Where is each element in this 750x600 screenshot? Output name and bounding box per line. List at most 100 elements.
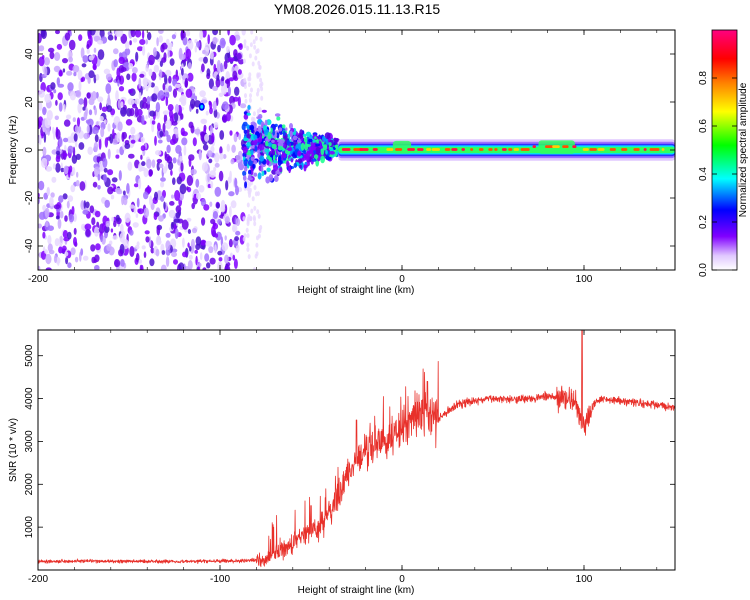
spectrogram-fringe-mark xyxy=(251,61,255,67)
spectrogram-noise-mark xyxy=(160,44,165,53)
spectrogram-noise-mark xyxy=(105,73,112,81)
spectrogram-carrier-mark xyxy=(513,148,519,151)
spectrogram-noise-mark xyxy=(200,99,208,104)
spectrogram-noise-mark xyxy=(83,111,88,120)
spectrogram-fringe-mark xyxy=(248,53,252,59)
spectrogram-noise-mark xyxy=(169,201,175,206)
snr-y-tick-label: 4000 xyxy=(24,387,35,410)
spectrogram-x-tick-label: -100 xyxy=(210,274,230,285)
spectrogram-noise-mark xyxy=(217,44,221,53)
colorbar-label: Normalized spectral amplitude xyxy=(738,82,749,217)
spectrogram-fringe-mark xyxy=(254,253,258,259)
spectrogram-noise-mark xyxy=(150,247,155,254)
spectrogram-noise-mark xyxy=(216,202,220,209)
spectrogram-noise-mark xyxy=(212,36,218,45)
spectrogram-fringe-mark xyxy=(260,95,264,101)
spectrogram-noise-mark xyxy=(93,64,97,70)
spectrogram-noise-mark xyxy=(80,47,85,59)
snr-x-tick-label: 100 xyxy=(576,574,593,585)
spectrogram-noise-mark xyxy=(234,177,238,188)
spectrogram-noise-mark xyxy=(114,259,121,268)
spectrogram-noise-mark xyxy=(54,115,59,121)
spectrogram-noise-mark xyxy=(57,218,62,229)
spectrogram-noise-mark xyxy=(185,88,193,99)
spectrogram-noise-mark xyxy=(67,195,74,202)
spectrogram-noise-mark xyxy=(83,97,88,108)
spectrogram-noise-mark xyxy=(45,253,52,265)
spectrogram-noise-mark xyxy=(96,156,100,163)
spectrogram-noise-mark xyxy=(213,108,218,118)
spectrogram-noise-mark xyxy=(206,68,211,77)
spectrogram-onset-mark xyxy=(312,138,316,143)
spectrogram-onset-mark xyxy=(271,139,275,143)
spectrogram-noise-mark xyxy=(94,210,101,218)
spectrogram-onset-mark xyxy=(254,145,258,152)
spectrogram-noise-mark xyxy=(38,265,41,270)
spectrogram-noise-mark xyxy=(107,34,114,41)
spectrogram-noise-mark xyxy=(145,64,149,72)
spectrogram-noise-mark xyxy=(172,88,178,98)
snr-plot-area xyxy=(38,330,675,570)
spectrogram-fringe-mark xyxy=(256,235,259,241)
spectrogram-noise-mark xyxy=(102,157,108,168)
spectrogram-onset-mark xyxy=(250,149,254,156)
spectrogram-noise-mark xyxy=(93,141,99,153)
spectrogram-noise-mark xyxy=(75,180,80,187)
spectrogram-noise-mark xyxy=(228,238,233,248)
spectrogram-noise-mark xyxy=(145,115,148,120)
spectrogram-noise-mark xyxy=(53,255,58,263)
spectrogram-noise-mark xyxy=(78,34,83,41)
spectrogram-onset-mark xyxy=(252,163,256,169)
spectrogram-noise-mark xyxy=(218,92,224,98)
spectrogram-noise-mark xyxy=(45,220,49,228)
spectrogram-noise-mark xyxy=(38,45,45,52)
snr-y-tick-label: 3000 xyxy=(24,430,35,453)
spectrogram-noise-mark xyxy=(165,119,172,130)
spectrogram-noise-mark xyxy=(224,79,230,84)
snr-frame xyxy=(37,329,676,571)
spectrogram-noise-mark xyxy=(177,87,184,93)
spectrogram-noise-mark xyxy=(158,215,164,222)
spectrogram-carrier-mark xyxy=(508,148,513,151)
spectrogram-onset-mark xyxy=(279,167,283,173)
spectrogram-noise-mark xyxy=(107,93,111,103)
spectrogram-noise-mark xyxy=(234,236,240,242)
spectrogram-noise-mark xyxy=(173,128,179,135)
spectrogram-noise-mark xyxy=(169,58,175,66)
spectrogram-noise-mark xyxy=(208,158,213,164)
spectrogram-onset-mark xyxy=(320,148,325,156)
spectrogram-noise-mark xyxy=(141,245,146,250)
spectrogram-fringe-mark xyxy=(250,208,254,214)
spectrogram-noise-mark xyxy=(82,55,89,63)
spectrogram-noise-mark xyxy=(91,217,96,226)
spectrogram-noise-mark xyxy=(58,102,63,112)
spectrogram-noise-mark xyxy=(103,167,108,173)
spectrogram-noise-mark xyxy=(194,45,197,53)
spectrogram-noise-mark xyxy=(151,122,155,133)
spectrogram-noise-mark xyxy=(224,264,231,270)
spectrogram-noise-mark xyxy=(92,126,99,135)
spectrogram-noise-mark xyxy=(97,173,101,181)
spectrogram-noise-mark xyxy=(174,190,181,201)
snr-y-ticks: 1000 2000 3000 4000 5000 xyxy=(24,344,675,538)
spectrogram-noise-mark xyxy=(93,74,97,84)
spectrogram-noise-mark xyxy=(174,228,179,239)
spectrogram-onset-mark xyxy=(284,149,289,155)
spectrogram-noise-mark xyxy=(212,30,218,36)
spectrogram-fringe-mark xyxy=(254,55,258,61)
spectrogram-noise-mark xyxy=(170,221,174,230)
spectrogram-noise-mark xyxy=(73,227,77,235)
spectrogram-noise-mark xyxy=(209,101,213,110)
spectrogram-noise-mark xyxy=(232,224,238,233)
spectrogram-fringe-mark xyxy=(253,205,257,211)
spectrogram-noise-mark xyxy=(67,82,74,92)
spectrogram-fringe-mark xyxy=(252,215,256,221)
spectrogram-noise-mark xyxy=(176,176,182,185)
spectrogram-noise-mark xyxy=(41,157,48,169)
spectrogram-noise-mark xyxy=(173,218,181,223)
spectrogram-noise-mark xyxy=(88,70,95,79)
spectrogram-y-ticks: -40 -20 0 20 40 xyxy=(24,48,675,253)
spectrogram-noise-mark xyxy=(195,236,202,246)
spectrogram-noise-mark xyxy=(62,230,68,239)
